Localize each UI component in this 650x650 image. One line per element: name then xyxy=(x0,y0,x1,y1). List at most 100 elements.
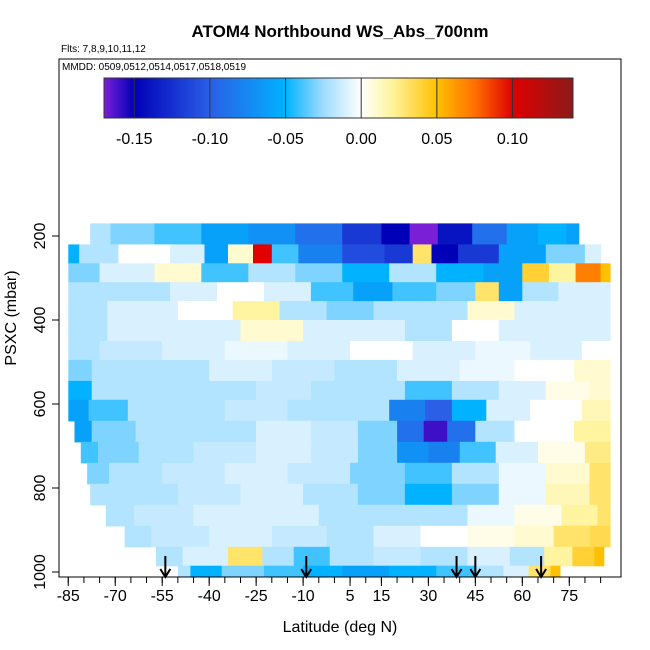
heatmap-cell xyxy=(209,525,273,548)
heatmap-cell xyxy=(99,341,163,361)
heatmap-cell xyxy=(600,263,611,283)
heatmap-cell xyxy=(495,441,539,464)
heatmap-cell xyxy=(553,525,591,548)
heatmap-cell xyxy=(326,525,375,548)
heatmap-cell xyxy=(127,399,171,422)
heatmap-cell xyxy=(201,223,249,245)
x-tick-label: -70 xyxy=(104,588,127,605)
heatmap-cells xyxy=(68,223,611,577)
heatmap-cell xyxy=(561,504,599,527)
heatmap-cell xyxy=(459,359,516,382)
y-tick-label: 200 xyxy=(32,223,49,250)
heatmap-cell xyxy=(373,546,422,567)
heatmap-cell xyxy=(498,462,547,485)
plot-frame xyxy=(58,58,622,578)
heatmap-cell xyxy=(68,359,93,382)
x-tick-label: 60 xyxy=(513,588,531,605)
heatmap-cell xyxy=(475,420,515,443)
heatmap-cell xyxy=(109,462,163,485)
heatmap-cell xyxy=(98,441,140,464)
flights-subtitle: Flts: 7,8,9,10,11,12 xyxy=(61,44,146,55)
heatmap-cell xyxy=(326,301,375,321)
heatmap-cell xyxy=(451,320,500,342)
heatmap-cell xyxy=(566,223,580,245)
heatmap-cell xyxy=(279,301,328,321)
heatmap-cell xyxy=(575,263,602,283)
heatmap-cell xyxy=(177,483,242,506)
heatmap-cell xyxy=(420,546,469,567)
heatmap-cell xyxy=(107,320,179,342)
x-tick-label: -10 xyxy=(292,588,315,605)
heatmap-cell xyxy=(498,320,567,342)
heatmap-cell xyxy=(357,380,406,401)
heatmap-cell xyxy=(295,223,343,245)
heatmap-cell xyxy=(503,565,530,577)
heatmap-cell xyxy=(224,462,288,485)
heatmap-cell xyxy=(451,399,487,422)
heatmap-cell xyxy=(574,420,611,443)
heatmap-cell xyxy=(91,359,148,382)
heatmap-cell xyxy=(498,483,547,506)
heatmap-cell xyxy=(256,441,312,464)
heatmap-cell xyxy=(428,441,461,464)
heatmap-cell xyxy=(522,263,550,283)
heatmap-cell xyxy=(310,282,354,302)
heatmap-cell xyxy=(509,546,545,567)
colorbar-bar xyxy=(103,77,574,119)
heatmap-cell xyxy=(318,504,375,527)
heatmap-cell xyxy=(373,301,422,321)
heatmap-cell xyxy=(162,462,226,485)
heatmap-cell xyxy=(486,399,531,422)
heatmap-cell xyxy=(310,441,359,464)
heatmap-cell xyxy=(589,380,611,401)
heatmap-cell xyxy=(88,399,129,422)
heatmap-cell xyxy=(240,320,304,342)
heatmap-cell xyxy=(467,301,516,321)
heatmap-cell xyxy=(295,263,343,283)
heatmap-cell xyxy=(256,420,312,443)
heatmap-cell xyxy=(431,244,459,264)
heatmap-cell xyxy=(545,483,591,506)
heatmap-cell xyxy=(574,359,611,382)
heatmap-cell xyxy=(581,341,611,361)
heatmap-cell xyxy=(232,301,281,321)
heatmap-cell xyxy=(134,504,195,527)
heatmap-cell xyxy=(589,483,611,506)
x-tick-label: -55 xyxy=(151,588,174,605)
heatmap-cell xyxy=(404,483,453,506)
heatmap-cell xyxy=(544,546,573,567)
heatmap-cell xyxy=(248,223,296,245)
heatmap-cell xyxy=(118,244,171,264)
heatmap-cell xyxy=(530,341,583,361)
heatmap-cell xyxy=(99,263,155,283)
y-tick-label: 400 xyxy=(32,307,49,334)
heatmap-cell xyxy=(107,282,171,302)
heatmap-cell xyxy=(342,565,390,577)
colorbar-tick-label: -0.05 xyxy=(267,131,304,148)
heatmap-cell xyxy=(91,420,137,443)
heatmap-cell xyxy=(68,244,80,264)
heatmap-cell xyxy=(397,441,429,464)
x-tick-label: 15 xyxy=(373,588,391,605)
heatmap-cell xyxy=(68,282,108,302)
heatmap-cell xyxy=(475,565,505,577)
heatmap-cell xyxy=(538,441,586,464)
x-axis-label: Latitude (deg N) xyxy=(283,619,398,636)
x-tick-label: -40 xyxy=(198,588,221,605)
heatmap-cell xyxy=(437,223,473,245)
heatmap-cell xyxy=(91,380,140,401)
heatmap-cell xyxy=(154,223,202,245)
heatmap-cell xyxy=(154,263,202,283)
heatmap-cell xyxy=(287,462,351,485)
heatmap-cell xyxy=(404,380,453,401)
heatmap-cell xyxy=(342,399,390,422)
y-axis: 200 400 600 800 1000 xyxy=(32,223,59,590)
y-tick-label: 600 xyxy=(32,391,49,418)
heatmap-cell xyxy=(458,244,500,264)
y-tick-label: 1000 xyxy=(32,554,49,590)
heatmap-cell xyxy=(68,301,108,321)
heatmap-cell xyxy=(342,263,390,283)
heatmap-cell xyxy=(264,565,304,577)
heatmap-cell xyxy=(545,380,591,401)
x-tick-label: -25 xyxy=(245,588,268,605)
